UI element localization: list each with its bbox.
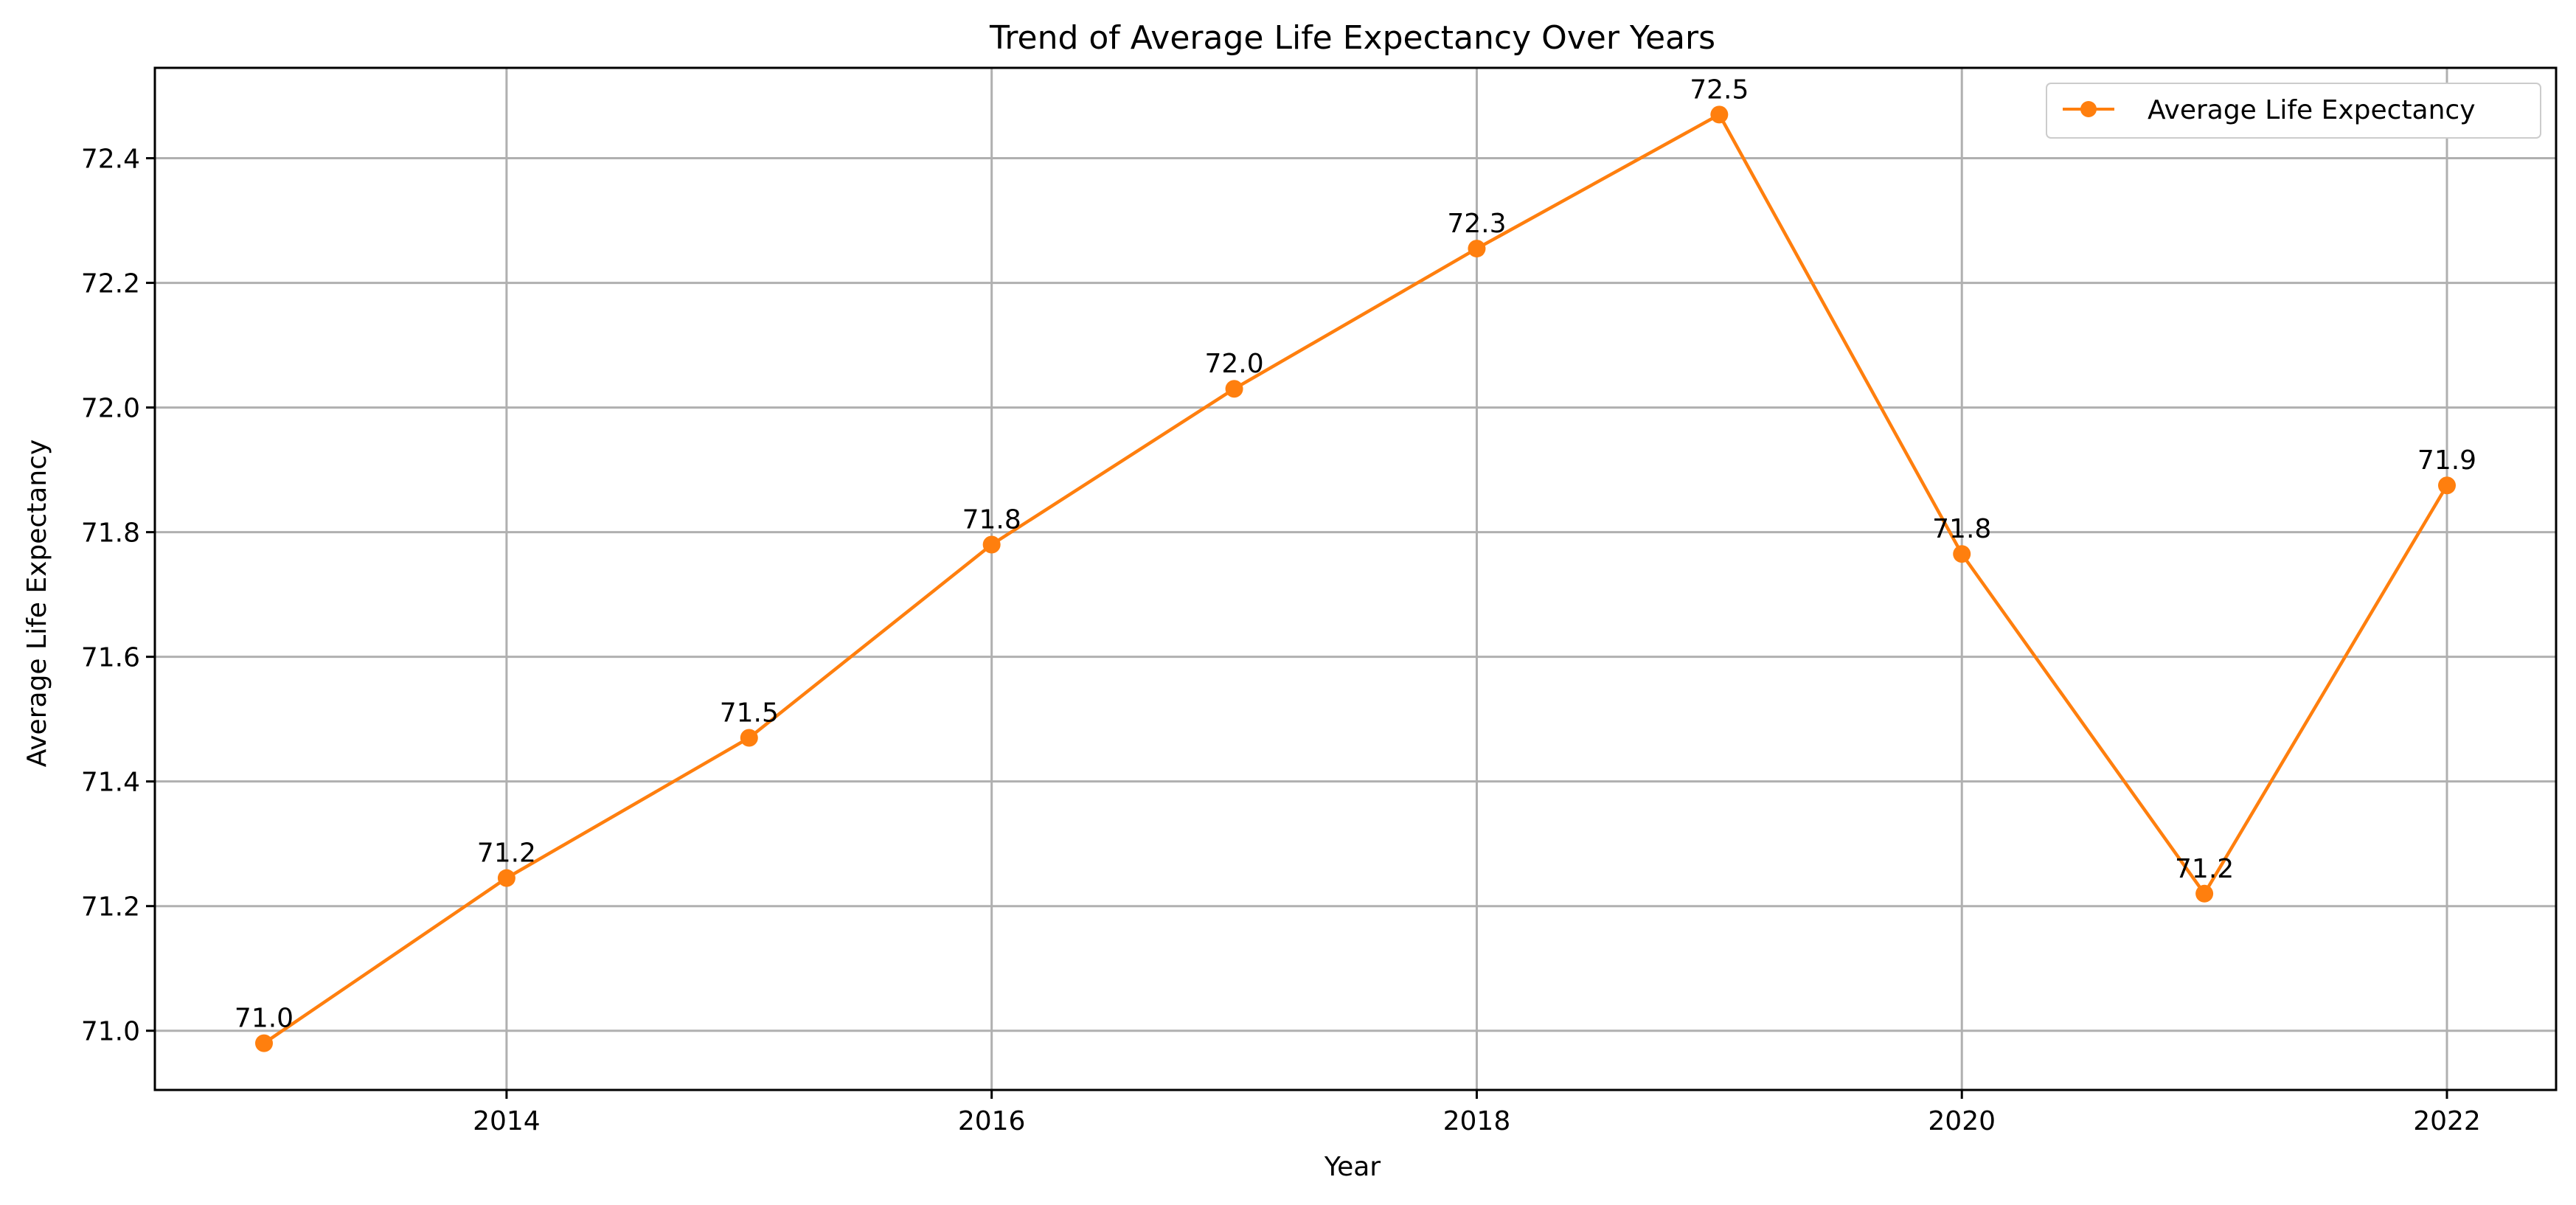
y-tick-label: 72.4 bbox=[81, 145, 140, 175]
data-label: 71.8 bbox=[962, 505, 1021, 535]
y-tick-label: 71.6 bbox=[81, 643, 140, 673]
grid-lines bbox=[155, 68, 2556, 1090]
data-label: 71.0 bbox=[235, 1004, 294, 1034]
data-point bbox=[1953, 545, 1971, 563]
y-tick-label: 71.0 bbox=[81, 1017, 140, 1047]
data-point bbox=[1468, 240, 1486, 258]
x-tick-label: 2018 bbox=[1443, 1106, 1511, 1136]
data-point bbox=[982, 535, 1001, 554]
data-label: 71.8 bbox=[1932, 514, 1991, 544]
data-label: 71.2 bbox=[2175, 854, 2234, 884]
plot-area: 71.0 71.2 71.5 71.8 72.0 72.3 72.5 71.8 71.2 71.9 bbox=[235, 74, 2476, 1052]
y-tick-label: 72.2 bbox=[81, 269, 140, 299]
data-label: 72.5 bbox=[1690, 74, 1749, 105]
data-point bbox=[740, 729, 758, 747]
data-point bbox=[1225, 380, 1243, 398]
y-tick-label: 71.8 bbox=[81, 518, 140, 549]
y-tick-label: 72.0 bbox=[81, 394, 140, 424]
chart-title: Trend of Average Life Expectancy Over Ye… bbox=[989, 19, 1715, 57]
y-tick-label: 71.2 bbox=[81, 892, 140, 923]
legend-box bbox=[2046, 83, 2541, 139]
data-label: 71.2 bbox=[477, 838, 536, 869]
data-point bbox=[497, 869, 515, 887]
axes bbox=[146, 66, 2558, 1099]
data-label: 72.3 bbox=[1447, 209, 1506, 239]
x-tick-label: 2014 bbox=[473, 1106, 541, 1136]
series-line bbox=[263, 113, 2448, 1045]
data-label: 71.5 bbox=[720, 698, 779, 729]
legend: Average Life Expectancy bbox=[2046, 83, 2541, 139]
y-tick-label: 71.4 bbox=[81, 768, 140, 798]
y-axis-title: Average Life Expectancy bbox=[22, 440, 52, 768]
x-tick-label: 2020 bbox=[1928, 1106, 1996, 1136]
axes-frame bbox=[153, 66, 2558, 1091]
legend-series-marker bbox=[2080, 101, 2097, 117]
data-point bbox=[255, 1034, 273, 1052]
data-point bbox=[2195, 884, 2214, 903]
tick-labels: 2014 2016 2018 2020 2022 71.0 71.2 71.4 71.6 71.8… bbox=[81, 145, 2481, 1136]
x-tick-label: 2022 bbox=[2413, 1106, 2481, 1136]
x-axis-title: Year bbox=[1324, 1152, 1381, 1182]
data-label: 72.0 bbox=[1204, 349, 1263, 379]
data-point bbox=[2438, 476, 2456, 495]
x-tick-label: 2016 bbox=[958, 1106, 1026, 1136]
legend-series-label: Average Life Expectancy bbox=[2148, 95, 2476, 125]
data-label: 71.9 bbox=[2417, 445, 2476, 476]
data-point bbox=[1710, 105, 1729, 124]
